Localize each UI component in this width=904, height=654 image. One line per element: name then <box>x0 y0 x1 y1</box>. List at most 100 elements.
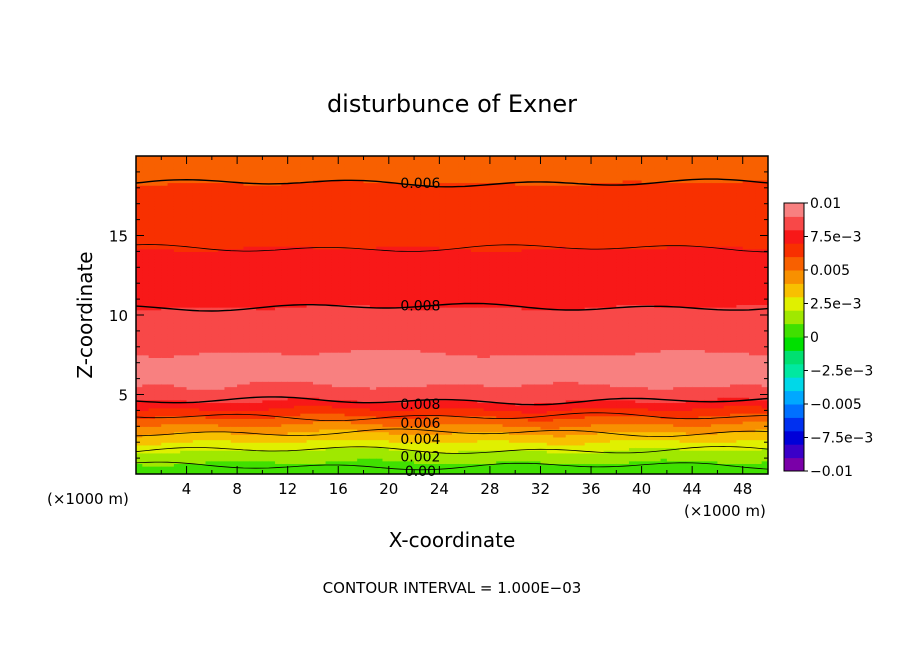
field-cell <box>237 378 245 382</box>
field-cell <box>161 171 169 176</box>
field-cell <box>218 243 226 247</box>
field-cell <box>388 407 396 411</box>
field-cell <box>268 283 276 287</box>
field-cell <box>338 447 346 451</box>
field-cell <box>331 177 339 181</box>
field-cell <box>294 410 301 414</box>
field-cell <box>319 296 327 300</box>
field-cell <box>243 259 251 263</box>
field-cell <box>363 277 371 282</box>
field-cell <box>319 248 327 252</box>
field-cell <box>325 368 333 372</box>
field-cell <box>243 458 251 462</box>
field-cell <box>237 235 245 239</box>
field-cell <box>294 222 301 226</box>
field-cell <box>376 283 384 287</box>
field-cell <box>369 341 377 345</box>
field-cell <box>376 285 384 290</box>
field-cell <box>363 304 371 308</box>
field-cell <box>376 277 384 282</box>
field-cell <box>287 407 295 411</box>
field-cell <box>376 214 384 218</box>
field-cell <box>148 394 156 398</box>
field-cell <box>275 330 282 335</box>
field-cell <box>192 394 200 398</box>
field-cell <box>148 293 156 298</box>
field-cell <box>300 418 308 422</box>
field-cell <box>142 333 150 337</box>
field-cell <box>256 378 263 382</box>
field-cell <box>211 354 219 358</box>
field-cell <box>281 262 289 266</box>
field-cell <box>325 171 333 176</box>
field-cell <box>319 312 327 316</box>
field-cell <box>173 246 181 250</box>
field-cell <box>224 227 232 231</box>
field-cell <box>256 426 263 430</box>
field-cell <box>344 362 352 366</box>
field-cell <box>249 246 257 250</box>
field-cell <box>148 463 156 467</box>
field-cell <box>205 190 213 194</box>
field-cell <box>186 309 194 313</box>
field-cell <box>224 362 232 366</box>
field-cell <box>161 463 169 467</box>
field-cell <box>350 304 358 308</box>
field-cell <box>180 222 188 226</box>
field-cell <box>300 378 308 382</box>
field-cell <box>142 402 150 406</box>
field-cell <box>180 338 188 343</box>
field-cell <box>325 460 333 464</box>
field-cell <box>376 216 384 221</box>
field-cell <box>186 341 194 345</box>
field-cell <box>376 238 384 242</box>
field-cell <box>256 360 263 364</box>
field-cell <box>173 389 181 393</box>
field-cell <box>300 439 308 443</box>
field-cell <box>186 288 194 292</box>
field-cell <box>256 219 263 223</box>
field-cell <box>148 219 156 223</box>
field-cell <box>192 468 200 472</box>
field-cell <box>205 468 213 472</box>
field-cell <box>268 442 276 446</box>
field-cell <box>319 452 327 457</box>
field-cell <box>312 312 320 316</box>
field-cell <box>224 277 232 282</box>
field-cell <box>350 269 358 274</box>
field-cell <box>249 222 257 226</box>
field-cell <box>350 328 358 332</box>
field-cell <box>192 193 200 197</box>
field-cell <box>300 442 308 446</box>
field-cell <box>148 328 156 332</box>
field-cell <box>243 317 251 321</box>
field-cell <box>338 179 346 184</box>
field-cell <box>211 238 219 242</box>
field-cell <box>338 251 346 255</box>
field-cell <box>312 360 320 364</box>
field-cell <box>287 269 295 274</box>
field-cell <box>388 365 396 369</box>
field-cell <box>300 193 308 197</box>
field-cell <box>136 312 143 316</box>
field-cell <box>148 344 156 348</box>
field-cell <box>186 277 194 282</box>
field-cell <box>388 346 396 351</box>
field-cell <box>300 349 308 353</box>
field-cell <box>243 442 251 446</box>
field-cell <box>192 198 200 202</box>
field-cell <box>199 336 207 340</box>
field-cell <box>300 158 308 162</box>
field-cell <box>369 330 377 335</box>
field-cell <box>148 283 156 287</box>
field-cell <box>268 190 276 194</box>
field-cell <box>350 428 358 433</box>
field-cell <box>294 394 301 398</box>
field-cell <box>173 182 181 186</box>
field-cell <box>350 177 358 181</box>
field-cell <box>350 243 358 247</box>
field-cell <box>136 452 143 457</box>
field-cell <box>300 174 308 178</box>
field-cell <box>237 439 245 443</box>
field-cell <box>142 185 150 189</box>
